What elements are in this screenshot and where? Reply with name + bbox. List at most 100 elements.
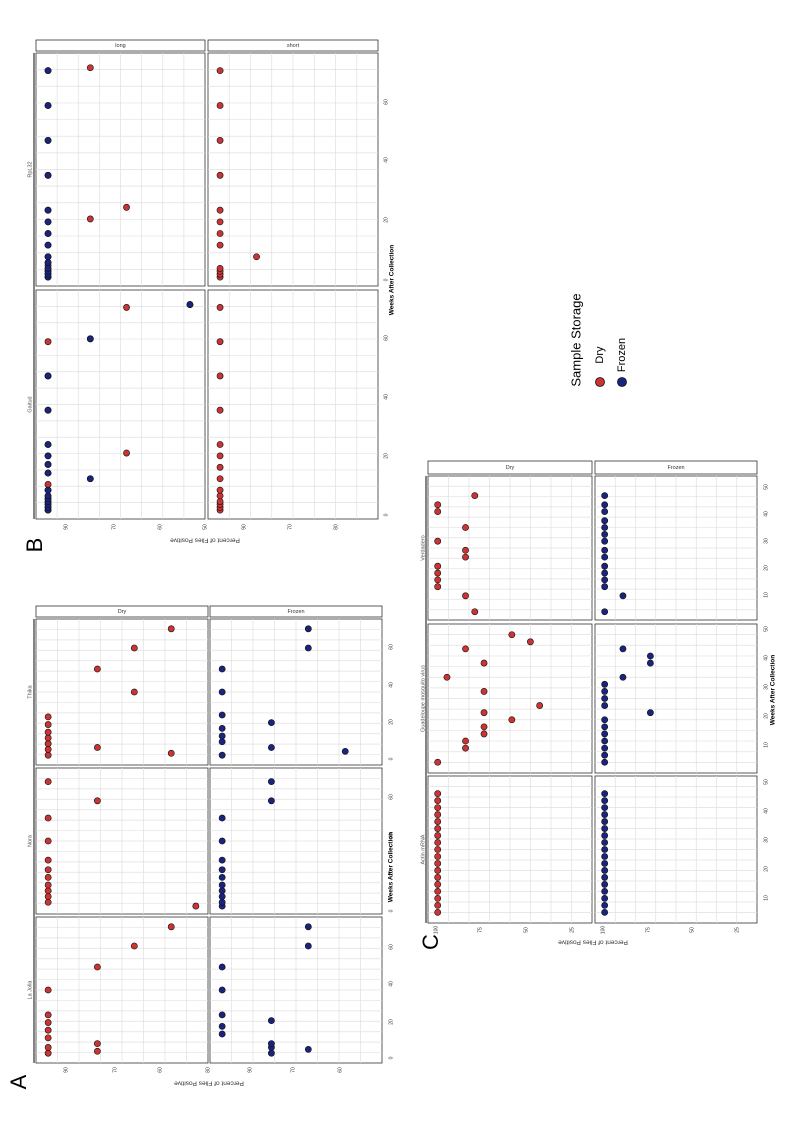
data-point xyxy=(44,492,52,500)
data-point xyxy=(601,688,609,695)
data-point xyxy=(462,737,469,745)
data-point xyxy=(601,804,609,812)
data-point xyxy=(44,67,52,75)
data-point xyxy=(44,866,52,874)
data-point xyxy=(44,1026,52,1034)
data-point xyxy=(434,583,442,591)
facet-panel xyxy=(594,475,758,621)
data-point xyxy=(44,856,52,864)
data-point xyxy=(601,723,609,731)
data-point xyxy=(44,338,52,346)
data-point xyxy=(304,625,312,633)
x-tick-label: 40 xyxy=(763,655,769,661)
legend-item-label: Dry xyxy=(594,346,606,364)
data-point xyxy=(601,832,609,839)
x-tick-label: 20 xyxy=(383,453,389,459)
data-point xyxy=(601,530,609,538)
x-axis-title: Weeks After Collection xyxy=(770,655,777,725)
y-tick-label: 50 xyxy=(523,927,529,933)
x-tick-label: 40 xyxy=(383,157,389,163)
data-point xyxy=(434,853,442,860)
data-point xyxy=(218,986,226,994)
facet-row-label: Nora xyxy=(27,834,33,847)
x-tick-label: 10 xyxy=(763,592,769,598)
facet-strip xyxy=(427,460,593,475)
data-point xyxy=(216,137,224,144)
facet-panel xyxy=(427,623,593,774)
data-point xyxy=(434,874,442,881)
x-tick-label: 0 xyxy=(383,278,389,281)
data-point xyxy=(601,553,609,561)
data-point xyxy=(216,441,224,448)
data-point xyxy=(216,372,224,380)
facet-panel xyxy=(207,289,379,520)
data-point xyxy=(536,702,544,709)
data-point xyxy=(253,253,260,261)
x-tick-label: 10 xyxy=(763,895,769,901)
data-point xyxy=(192,902,200,910)
facet-strip xyxy=(35,39,206,52)
data-point xyxy=(218,893,226,900)
data-point xyxy=(619,645,627,653)
data-point xyxy=(601,562,609,570)
data-point xyxy=(218,963,226,971)
data-point xyxy=(218,837,226,845)
data-point xyxy=(44,452,52,460)
data-point xyxy=(434,860,442,867)
y-tick-label: 70 xyxy=(287,524,293,530)
facet-panel xyxy=(209,767,383,915)
y-tick-label: 70 xyxy=(290,1067,296,1073)
data-point xyxy=(44,469,52,477)
data-point xyxy=(480,723,488,731)
x-tick-label: 30 xyxy=(763,837,769,843)
data-point xyxy=(44,218,52,226)
data-point xyxy=(167,625,175,633)
data-point xyxy=(471,492,479,500)
data-point xyxy=(601,537,609,545)
data-point xyxy=(601,887,609,895)
data-point xyxy=(601,680,609,688)
y-axis-title: Percent of Flies Positive xyxy=(174,1079,244,1086)
data-point xyxy=(601,867,609,874)
x-tick-label: 20 xyxy=(388,719,394,725)
data-point xyxy=(434,562,442,570)
data-point xyxy=(216,338,224,346)
x-tick-label: 10 xyxy=(763,742,769,748)
data-point xyxy=(267,1040,275,1047)
data-point xyxy=(218,881,226,889)
data-point xyxy=(216,463,224,471)
data-point xyxy=(601,751,609,759)
x-tick-label: 20 xyxy=(383,217,389,223)
data-point xyxy=(44,751,52,759)
facet-row-label: Gaitud xyxy=(27,396,33,412)
data-point xyxy=(218,1011,226,1019)
y-tick-label: 100 xyxy=(600,926,606,935)
x-tick-label: 0 xyxy=(388,757,394,760)
data-point xyxy=(619,673,627,681)
data-point xyxy=(601,894,609,902)
data-point xyxy=(167,923,175,931)
data-point xyxy=(462,744,469,752)
data-point xyxy=(434,908,442,916)
x-tick-label: 50 xyxy=(763,626,769,632)
data-point xyxy=(462,553,469,561)
facet-panel xyxy=(35,618,209,766)
data-point xyxy=(526,638,534,646)
data-point xyxy=(216,230,224,237)
data-point xyxy=(44,206,52,214)
data-point xyxy=(44,137,52,144)
facet-panel xyxy=(594,623,758,774)
data-point xyxy=(44,486,52,494)
data-point xyxy=(93,744,101,751)
x-tick-label: 50 xyxy=(763,484,769,490)
data-point xyxy=(434,758,442,766)
legend-title: Sample Storage xyxy=(568,293,583,386)
facet-panel xyxy=(427,475,593,621)
panel-label-C: C xyxy=(418,934,443,950)
data-point xyxy=(434,818,442,825)
y-tick-label: 90 xyxy=(241,524,247,530)
data-point xyxy=(86,64,94,72)
data-point xyxy=(44,1011,52,1019)
